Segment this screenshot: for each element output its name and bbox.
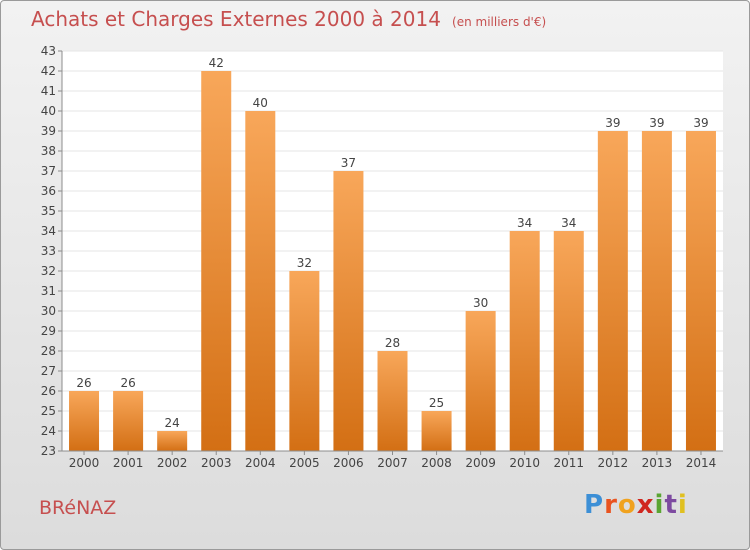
y-tick-label: 40 [41,104,56,118]
bar-2001 [113,391,144,451]
x-tick-label: 2002 [157,456,188,470]
y-tick-label: 28 [41,344,56,358]
x-tick-label: 2004 [245,456,276,470]
chart-title: Achats et Charges Externes 2000 à 2014 (… [31,7,546,31]
bar-2010 [509,231,540,451]
bar-2008 [421,411,452,451]
y-tick-label: 39 [41,124,56,138]
data-label: 39 [693,116,708,130]
data-label: 39 [649,116,664,130]
data-label: 24 [165,416,180,430]
y-tick-label: 42 [41,64,56,78]
x-tick-label: 2000 [69,456,100,470]
x-tick-label: 2011 [553,456,584,470]
data-labels: 26 26 24 42 40 32 37 28 25 30 34 34 39 39 39 [76,56,708,430]
x-tick-label: 2007 [377,456,408,470]
data-label: 40 [253,96,268,110]
logo-letter: t [664,490,678,520]
logo-letter: i [654,490,665,520]
bar-2007 [377,351,408,451]
x-axis-ticks: 2000 2001 2002 2003 2004 2005 2006 2007 2008 2009… [69,451,716,470]
y-tick-label: 38 [41,144,56,158]
bar-2002 [157,431,188,451]
y-tick-label: 35 [41,204,56,218]
data-label: 34 [561,216,576,230]
y-tick-label: 27 [41,364,56,378]
x-tick-label: 2005 [289,456,320,470]
x-tick-label: 2013 [642,456,673,470]
y-tick-label: 31 [41,284,56,298]
data-label: 34 [517,216,532,230]
bar-2003 [201,71,232,451]
bar-2006 [333,171,364,451]
x-tick-label: 2010 [509,456,540,470]
bar-2014 [685,131,716,451]
y-tick-label: 43 [41,44,56,58]
y-tick-label: 25 [41,404,56,418]
bar-2012 [597,131,628,451]
logo-letter: o [617,490,637,520]
x-tick-label: 2003 [201,456,232,470]
bar-2013 [641,131,672,451]
x-tick-label: 2009 [465,456,496,470]
data-label: 37 [341,156,356,170]
bar-2005 [289,271,320,451]
x-tick-label: 2001 [113,456,144,470]
logo-letter: P [584,490,605,520]
x-tick-label: 2014 [686,456,717,470]
bar-2011 [553,231,584,451]
unit-label: (en milliers d'€) [452,15,547,29]
data-label: 42 [209,56,224,70]
y-tick-label: 33 [41,244,56,258]
bar-2000 [69,391,100,451]
data-label: 25 [429,396,444,410]
y-tick-label: 29 [41,324,56,338]
y-axis-ticks: 23 24 25 26 27 28 29 30 31 32 33 34 35 36 37 38 39 40 41 42… [41,44,62,458]
x-tick-label: 2008 [421,456,452,470]
title-text: Achats et Charges Externes 2000 à 2014 [31,7,441,31]
data-label: 32 [297,256,312,270]
y-tick-label: 37 [41,164,56,178]
y-tick-label: 23 [41,444,56,458]
bar-2004 [245,111,276,451]
data-label: 28 [385,336,400,350]
logo-letter: x [636,490,655,520]
x-tick-label: 2012 [598,456,629,470]
y-tick-label: 26 [41,384,56,398]
y-tick-label: 34 [41,224,56,238]
logo-letter: i [677,490,688,520]
data-label: 30 [473,296,488,310]
data-label: 26 [120,376,135,390]
logo-letter: r [604,490,618,520]
commune-name: BRéNAZ [39,497,117,519]
y-tick-label: 32 [41,264,56,278]
y-tick-label: 30 [41,304,56,318]
x-tick-label: 2006 [333,456,364,470]
data-label: 39 [605,116,620,130]
bar-2009 [465,311,496,451]
y-tick-label: 36 [41,184,56,198]
y-tick-label: 24 [41,424,56,438]
y-tick-label: 41 [41,84,56,98]
proxiti-logo: Proxiti [584,490,688,520]
bars [69,71,716,451]
data-label: 26 [76,376,91,390]
